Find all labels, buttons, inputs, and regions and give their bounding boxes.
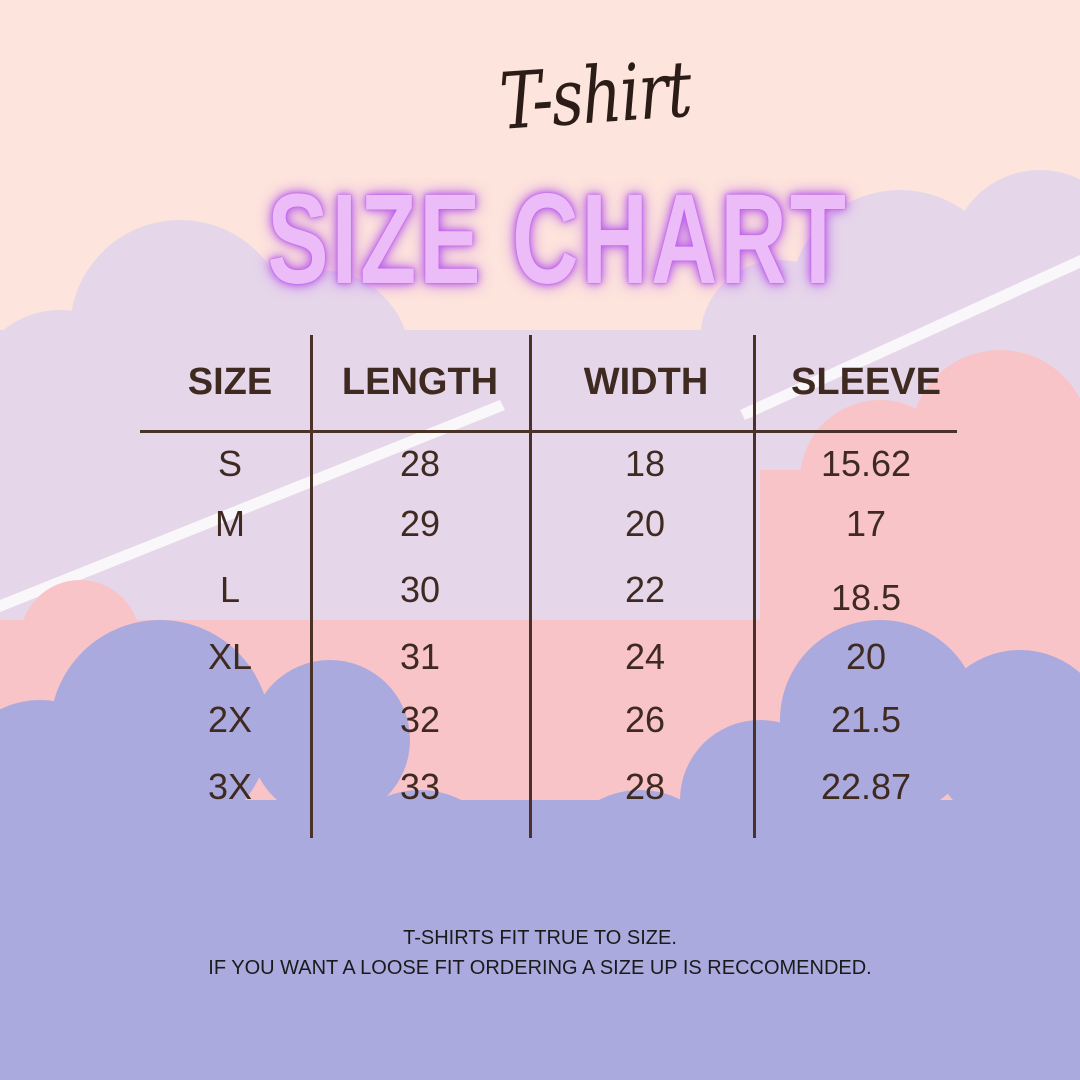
column-divider xyxy=(529,335,532,838)
cell-sleeve: 21.5 xyxy=(830,699,902,740)
loose-fit-note: IF YOU WANT A LOOSE FIT ORDERING A SIZE … xyxy=(208,957,872,979)
cell-size: M xyxy=(215,503,245,544)
header-width: WIDTH xyxy=(583,361,709,403)
fit-note: T-SHIRTS FIT TRUE TO SIZE. xyxy=(403,927,677,949)
header-sleeve: SLEEVE xyxy=(791,361,941,403)
cell-sleeve: 17 xyxy=(845,503,887,544)
header-size: SIZE xyxy=(187,361,273,403)
cell-length: 30 xyxy=(399,569,441,610)
column-divider xyxy=(310,335,313,838)
cell-length: 31 xyxy=(399,636,441,677)
cell-width: 22 xyxy=(624,569,666,610)
header-divider xyxy=(140,430,957,433)
title-script: T-shirt xyxy=(496,44,694,148)
cell-width: 20 xyxy=(624,503,666,544)
cell-length: 33 xyxy=(399,766,441,807)
cell-size: 2X xyxy=(207,699,253,740)
cell-size: 3X xyxy=(207,766,253,807)
page-title: SIZE CHART xyxy=(267,168,849,311)
cell-sleeve: 18.5 xyxy=(830,577,902,618)
cell-sleeve: 20 xyxy=(845,636,887,677)
cell-sleeve: 22.87 xyxy=(820,766,912,807)
header-length: LENGTH xyxy=(341,361,499,403)
cell-size: S xyxy=(217,443,242,484)
cell-width: 18 xyxy=(624,443,666,484)
cell-length: 29 xyxy=(399,503,441,544)
cell-width: 24 xyxy=(624,636,666,677)
cell-width: 26 xyxy=(624,699,666,740)
cell-length: 28 xyxy=(399,443,441,484)
cell-size: XL xyxy=(207,636,253,677)
cell-size: L xyxy=(219,569,241,610)
cell-length: 32 xyxy=(399,699,441,740)
cell-width: 28 xyxy=(624,766,666,807)
cell-sleeve: 15.62 xyxy=(820,443,912,484)
column-divider xyxy=(753,335,756,838)
